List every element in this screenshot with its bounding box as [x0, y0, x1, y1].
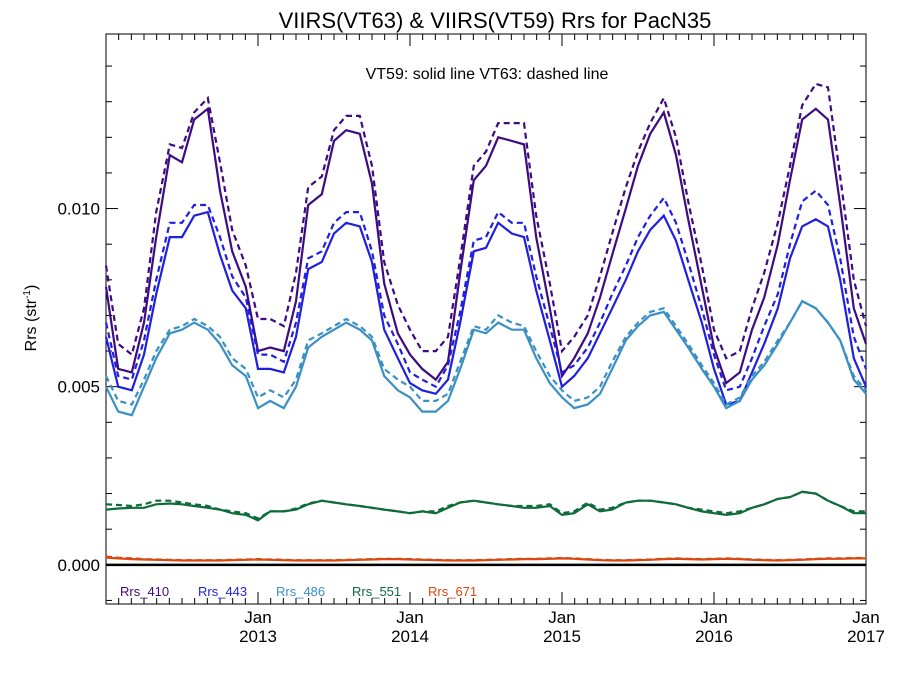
x-tick-label-year: 2017 [847, 627, 885, 646]
series-line-Rrs_410-vt59 [104, 106, 868, 385]
x-tick-label-month: Jan [244, 608, 271, 627]
chart-annotation: VT59: solid line VT63: dashed line [366, 66, 609, 83]
x-tick-label-month: Jan [548, 608, 575, 627]
y-axis-label-superscript: -1 [22, 290, 33, 299]
series-line-Rrs_551-vt63 [105, 490, 866, 520]
x-tick-label-year: 2016 [695, 627, 733, 646]
y-axis-label-main: Rrs (str [23, 298, 40, 351]
series-line-Rrs_410-vt63 [104, 82, 868, 360]
x-tick-label-month: Jan [396, 608, 423, 627]
plot-frame [105, 33, 867, 605]
series-line-Rrs_551-vt59 [105, 490, 866, 522]
legend-entry-Rrs_410: Rrs_410 [120, 584, 169, 599]
legend-entry-Rrs_551: Rrs_551 [352, 584, 401, 599]
x-tick-label-year: 2015 [543, 627, 581, 646]
legend-entry-Rrs_486: Rrs_486 [276, 584, 325, 599]
x-tick-label-year: 2014 [391, 627, 429, 646]
legend-entry-Rrs_671: Rrs_671 [428, 584, 477, 599]
y-tick-label: 0.005 [57, 378, 100, 397]
x-tick-label-year: 2013 [239, 627, 277, 646]
y-axis-label: Rrs (str-1) [22, 285, 40, 352]
y-tick-label: 0.000 [57, 556, 100, 575]
series-line-Rrs_486-vt59 [105, 299, 867, 417]
chart-title: VIIRS(VT63) & VIIRS(VT59) Rrs for PacN35 [279, 8, 712, 33]
x-tick-label-month: Jan [700, 608, 727, 627]
y-tick-label: 0.010 [57, 200, 100, 219]
y-axis-label-close: ) [23, 285, 40, 290]
series-line-Rrs_443-vt63 [104, 189, 868, 392]
legend-entry-Rrs_443: Rrs_443 [198, 584, 247, 599]
series-line-Rrs_486-vt63 [105, 299, 867, 406]
x-tick-label-month: Jan [852, 608, 879, 627]
series-line-Rrs_671-vt59 [105, 556, 866, 562]
